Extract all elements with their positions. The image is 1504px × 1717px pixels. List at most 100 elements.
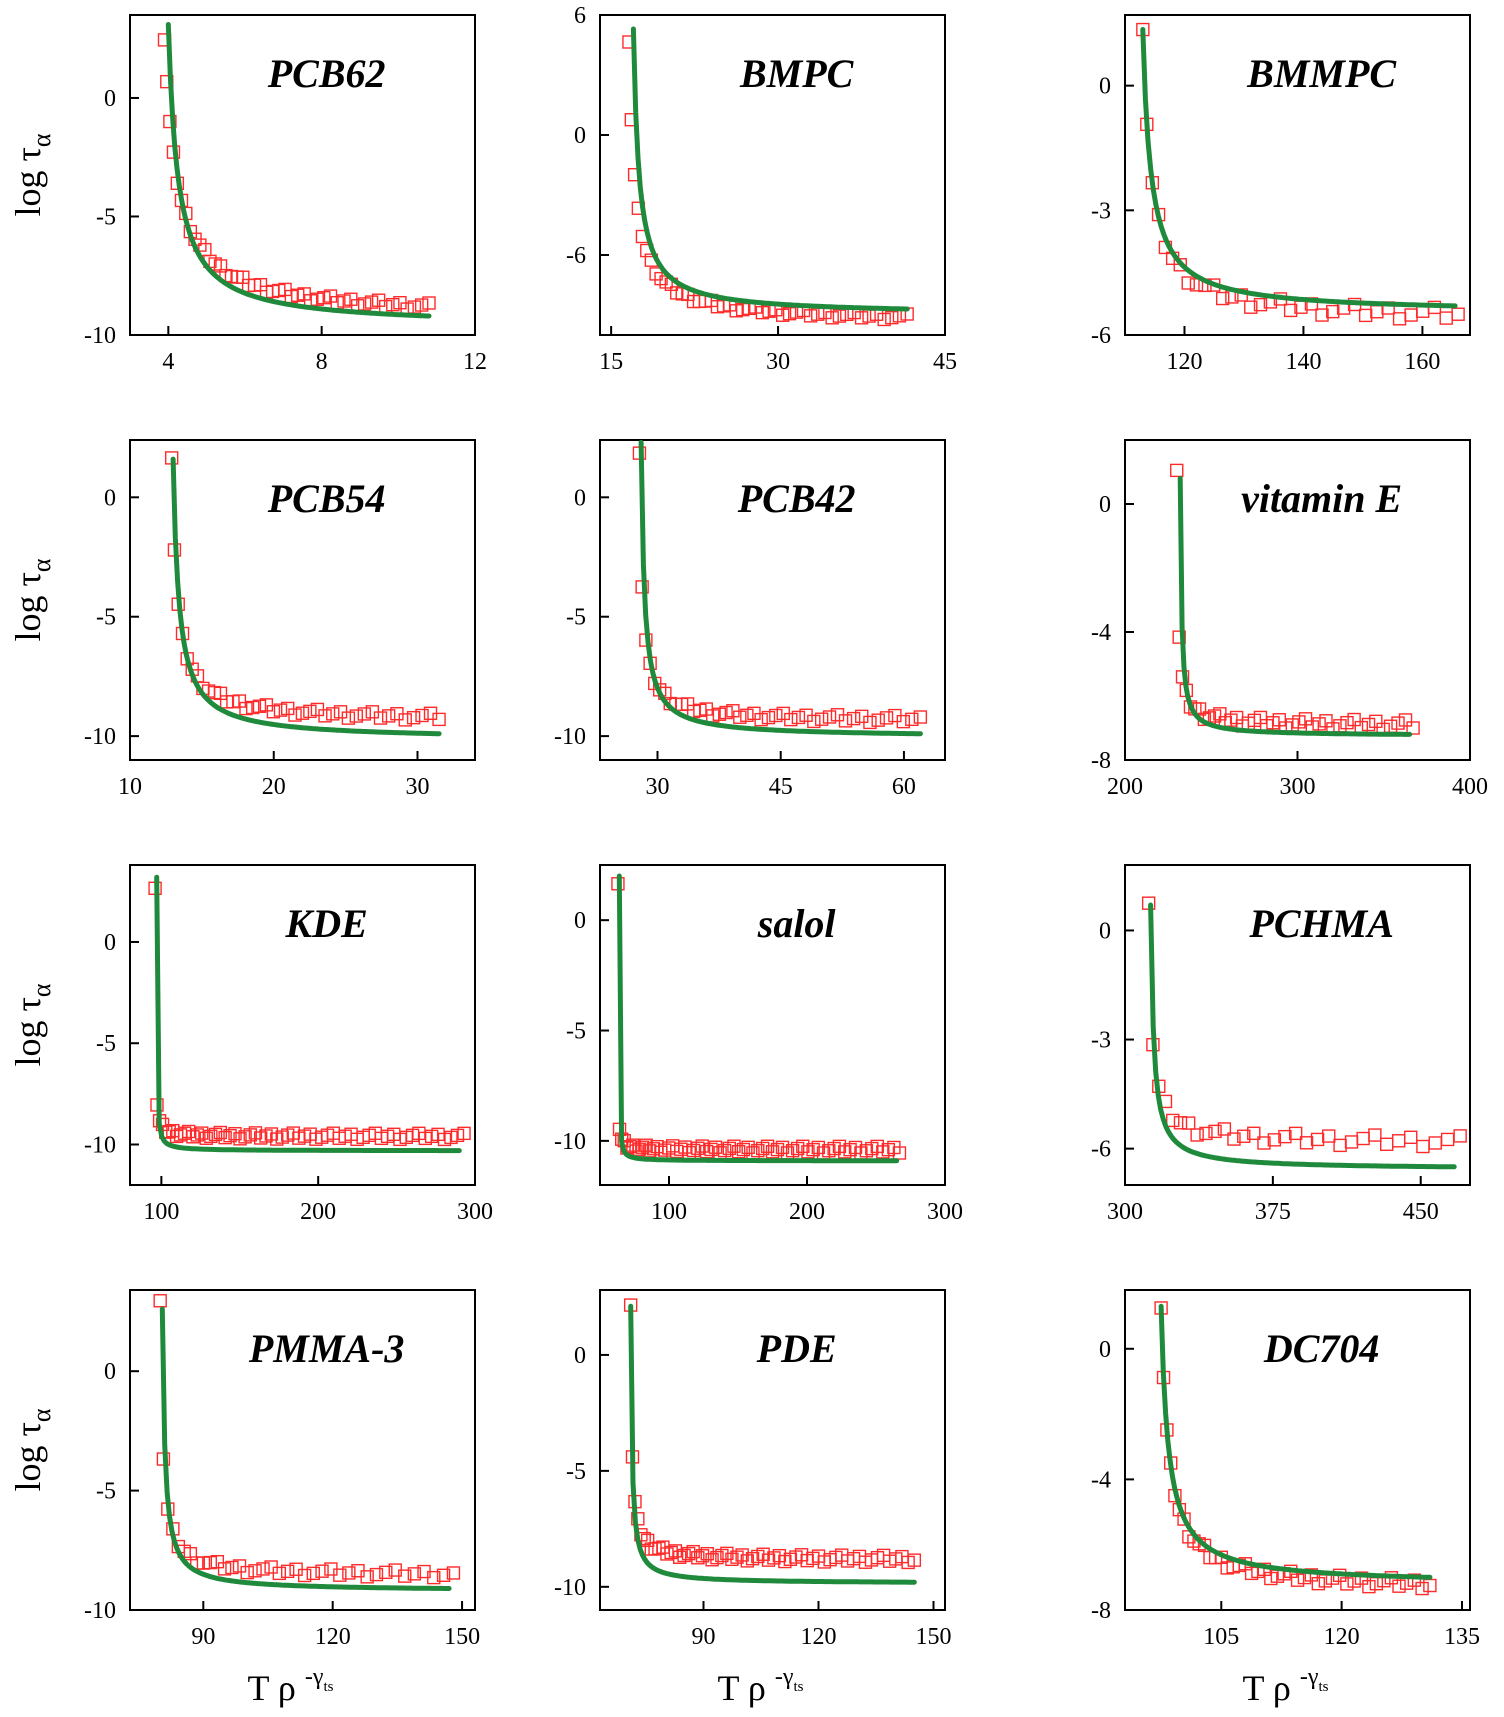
fit-curve xyxy=(630,26,910,312)
data-point xyxy=(822,710,837,724)
data-point xyxy=(266,705,281,719)
data-point xyxy=(248,1126,263,1140)
data-point xyxy=(1227,1132,1241,1146)
y-tick-label: -3 xyxy=(1091,1028,1111,1054)
panel-title: PDE xyxy=(756,1326,837,1371)
x-tick-label: 100 xyxy=(143,1199,179,1225)
data-point xyxy=(801,1145,815,1159)
data-point xyxy=(649,267,663,281)
y-axis-title-sub: α xyxy=(27,983,56,997)
fit-curve xyxy=(638,440,923,737)
data-point xyxy=(1361,717,1376,732)
data-point xyxy=(863,715,877,730)
data-point xyxy=(326,707,340,721)
data-point xyxy=(730,1550,744,1564)
data-point xyxy=(1283,303,1298,318)
x-tick-label: 30 xyxy=(406,774,430,800)
data-point xyxy=(1199,1126,1213,1141)
panel-title: BMPC xyxy=(739,51,855,96)
data-point xyxy=(427,1570,441,1585)
fit-curve xyxy=(1177,475,1413,737)
panel-title: BMMPC xyxy=(1246,51,1397,96)
y-tick-label: -5 xyxy=(96,1031,116,1057)
fit-curve xyxy=(1140,27,1458,309)
y-tick-label: -10 xyxy=(84,1132,116,1158)
plot-area xyxy=(1154,1301,1437,1596)
data-point xyxy=(349,709,364,723)
y-axis-title: log τα xyxy=(8,558,56,641)
plot-area xyxy=(623,1298,922,1585)
data-point xyxy=(306,1566,321,1581)
data-point xyxy=(1391,716,1405,730)
data-point xyxy=(1340,1577,1354,1591)
data-point xyxy=(1257,1136,1271,1150)
data-point xyxy=(1416,1139,1430,1154)
y-tick-label: 0 xyxy=(574,908,586,934)
panel-salol: 100 200 300 0 -5 -10 salol xyxy=(554,864,963,1225)
data-point xyxy=(879,711,894,725)
data-point xyxy=(218,1130,232,1145)
data-point xyxy=(243,1128,257,1142)
data-point xyxy=(1217,1122,1232,1136)
data-point xyxy=(1404,308,1418,322)
x-tick-label: 120 xyxy=(1166,349,1202,375)
data-point xyxy=(775,308,790,322)
data-point xyxy=(1298,712,1313,726)
data-point xyxy=(341,711,356,725)
data-point xyxy=(1318,1574,1333,1588)
y-tick-label: 0 xyxy=(104,1359,116,1385)
panel-title: PMMA-3 xyxy=(248,1326,405,1371)
plot-area xyxy=(1141,896,1467,1170)
data-point xyxy=(1369,1576,1384,1591)
data-point xyxy=(153,1294,167,1308)
data-point xyxy=(731,1145,746,1159)
data-point xyxy=(315,1564,329,1578)
x-tick-label: 60 xyxy=(892,774,916,800)
data-point xyxy=(252,699,267,713)
panel-pchma: 300 375 450 0 -3 -6 PCHMA xyxy=(1091,864,1471,1225)
x-tick-label: 12 xyxy=(463,349,487,375)
data-point xyxy=(1312,717,1326,731)
data-point xyxy=(1370,305,1384,319)
data-point xyxy=(705,1553,719,1567)
y-tick-label: -6 xyxy=(1091,323,1111,349)
x-axis-title-supsub: ts xyxy=(793,1679,803,1695)
panel-pcb42: 30 45 60 0 -5 -10 PCB42 xyxy=(554,439,946,800)
x-tick-label: 45 xyxy=(933,349,957,375)
y-tick-label: -3 xyxy=(1091,198,1111,224)
y-tick-label: 0 xyxy=(104,86,116,112)
data-point xyxy=(364,295,379,309)
data-point xyxy=(695,1549,710,1563)
data-point xyxy=(223,1128,237,1143)
plot-area xyxy=(611,873,907,1164)
data-point xyxy=(240,1565,254,1580)
data-point xyxy=(719,705,733,720)
data-point xyxy=(885,310,899,325)
panel-title: vitamin E xyxy=(1241,476,1402,521)
data-point xyxy=(360,1570,374,1584)
fit-curve xyxy=(628,1303,917,1585)
data-point xyxy=(233,1132,247,1146)
data-point xyxy=(846,711,861,726)
data-point xyxy=(896,714,911,729)
plot-area xyxy=(148,874,471,1154)
data-point xyxy=(398,1569,412,1583)
data-point xyxy=(1170,463,1184,478)
data-point xyxy=(715,1548,729,1563)
y-axis-title-main: log τ xyxy=(8,997,48,1066)
x-tick-label: 150 xyxy=(916,1624,952,1650)
panel-title: KDE xyxy=(285,901,368,946)
data-point xyxy=(337,294,351,308)
data-point xyxy=(907,1553,922,1567)
x-axis-title: T ρ -γts xyxy=(718,1664,804,1708)
data-point xyxy=(717,1143,732,1158)
data-point xyxy=(280,1564,295,1579)
data-point xyxy=(807,714,821,729)
data-point xyxy=(457,1126,471,1141)
data-point xyxy=(1333,1138,1347,1153)
data-point xyxy=(1362,1579,1376,1594)
data-point xyxy=(699,1144,714,1159)
panel-title: PCB54 xyxy=(267,476,386,521)
data-point xyxy=(238,1130,252,1144)
